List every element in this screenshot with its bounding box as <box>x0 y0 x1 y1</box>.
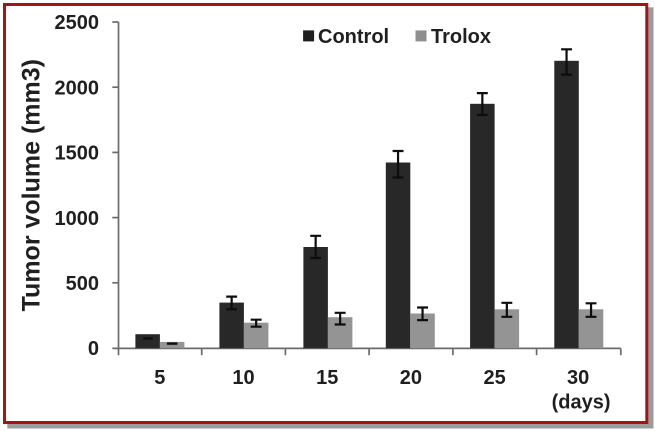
svg-text:2500: 2500 <box>55 12 100 34</box>
svg-text:(days): (days) <box>552 391 611 413</box>
svg-text:5: 5 <box>154 367 165 389</box>
svg-text:500: 500 <box>66 273 99 295</box>
svg-text:15: 15 <box>316 367 338 389</box>
svg-text:1000: 1000 <box>55 208 100 230</box>
svg-text:25: 25 <box>483 367 505 389</box>
svg-text:Tumor volume (mm3): Tumor volume (mm3) <box>18 59 46 311</box>
svg-text:Control: Control <box>318 26 389 48</box>
svg-text:2000: 2000 <box>55 77 100 99</box>
svg-text:0: 0 <box>88 338 99 360</box>
svg-text:20: 20 <box>400 367 422 389</box>
svg-text:1500: 1500 <box>55 143 100 165</box>
svg-text:10: 10 <box>232 367 254 389</box>
svg-text:Trolox: Trolox <box>431 26 491 48</box>
svg-text:30: 30 <box>567 367 589 389</box>
